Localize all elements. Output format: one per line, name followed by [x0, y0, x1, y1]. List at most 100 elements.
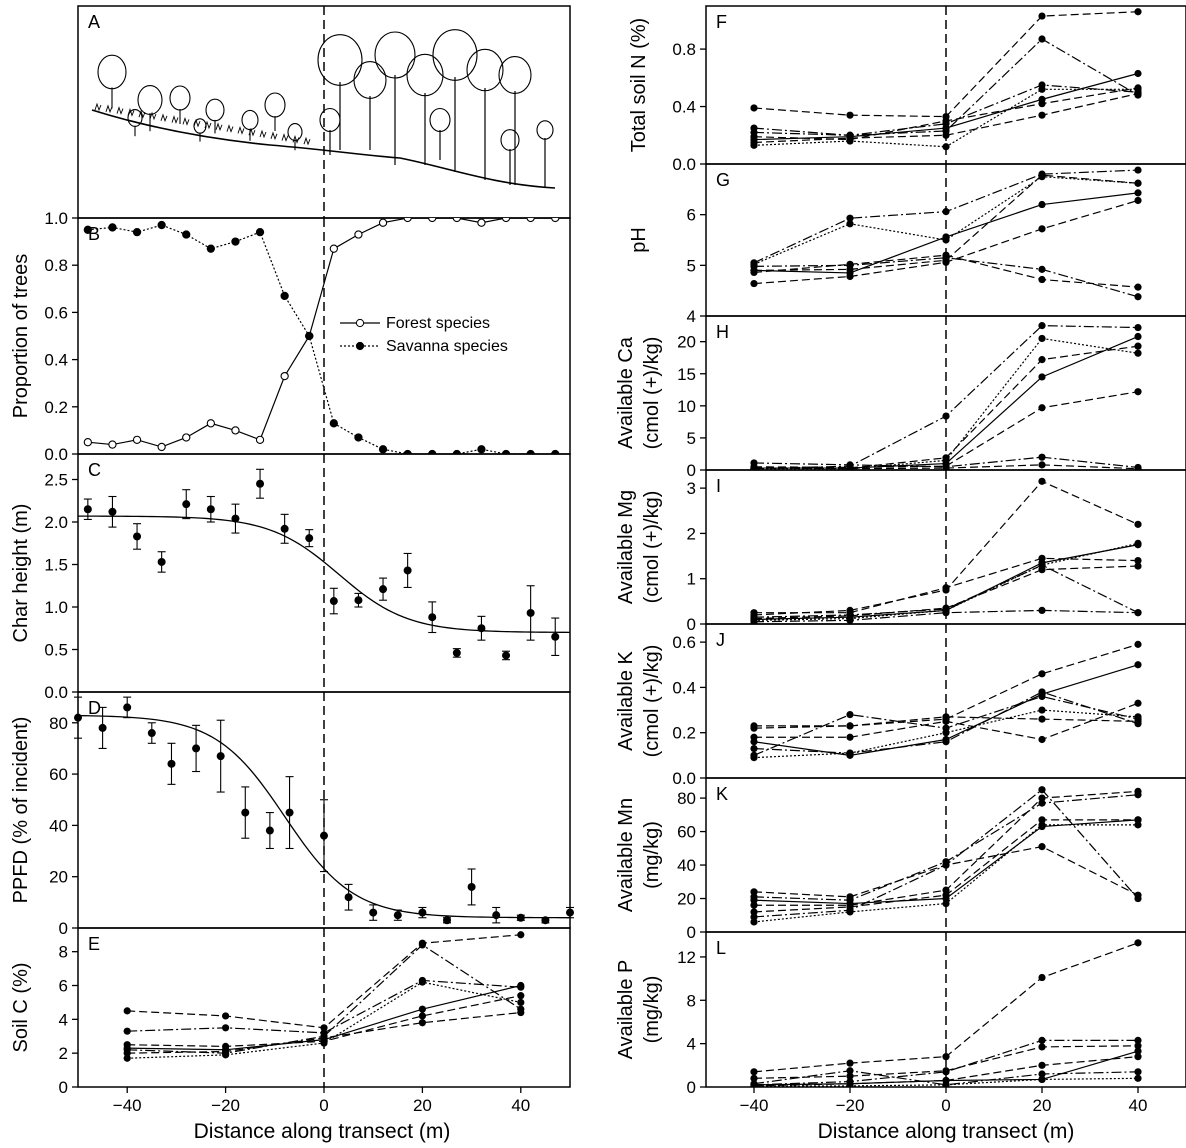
data-point — [123, 1041, 131, 1049]
panel-H-ytick-label: 20 — [677, 333, 696, 352]
panel-K-ytick-label: 0 — [687, 923, 696, 942]
data-point — [942, 236, 950, 244]
data-point — [942, 1053, 950, 1061]
data-point — [265, 826, 274, 835]
data-point — [1038, 453, 1046, 461]
data-point — [1038, 1061, 1046, 1069]
data-point — [566, 908, 574, 917]
panel-K-ytick-label: 20 — [677, 890, 696, 909]
data-point — [1134, 1042, 1142, 1050]
data-point — [98, 723, 107, 732]
data-point — [1134, 1036, 1142, 1044]
data-point — [1038, 821, 1046, 829]
data-point — [329, 244, 338, 253]
data-point — [526, 218, 535, 223]
panel-H-ylabel: (cmol (+)/kg) — [641, 337, 663, 450]
data-point — [942, 454, 950, 462]
data-point — [443, 916, 451, 925]
grass-tuft — [270, 131, 278, 141]
panel-K-ylabel: (mg/kg) — [641, 821, 663, 889]
data-point — [123, 1049, 131, 1057]
data-point — [942, 143, 950, 151]
grass-tuft — [193, 118, 201, 128]
data-point — [428, 218, 437, 223]
data-point — [1134, 539, 1142, 547]
data-point — [255, 228, 265, 237]
panel-I-ytick-label: 0 — [687, 615, 696, 634]
data-point — [750, 268, 758, 277]
grass-tuft — [292, 134, 300, 144]
data-point — [846, 135, 854, 144]
data-point — [1134, 821, 1142, 829]
data-point — [1134, 562, 1142, 570]
panel-C-ytick-label: 0.5 — [44, 641, 68, 660]
data-point — [750, 901, 758, 909]
data-point — [1134, 323, 1142, 332]
panel-label-A: A — [88, 12, 100, 32]
data-point — [182, 433, 191, 442]
panel-C-ytick-label: 2.5 — [44, 471, 68, 490]
data-point — [846, 465, 854, 470]
legend-swatch-marker — [355, 341, 365, 351]
data-point — [750, 918, 758, 926]
data-point — [1038, 606, 1046, 615]
panel-K-ylabel: Available Mn — [615, 798, 637, 912]
panel-B-ytick-label: 0.4 — [44, 351, 68, 370]
data-point — [942, 899, 950, 908]
data-point — [467, 882, 476, 891]
data-point — [846, 260, 854, 268]
panel-F-ylabel: Total soil N (%) — [628, 18, 650, 152]
panel-E-xtick-label: −40 — [113, 1096, 142, 1115]
panel-J-ytick-label: 0.2 — [672, 724, 696, 743]
panel-D-plot — [74, 696, 574, 925]
panel-E-ytick-label: 0 — [59, 1078, 68, 1097]
data-point — [1038, 225, 1046, 233]
panel-D-ytick-label: 60 — [49, 765, 68, 784]
data-point — [846, 1080, 854, 1087]
legend-swatch-marker — [355, 318, 365, 328]
data-point — [192, 744, 201, 753]
panel-F-ytick-label: 0.0 — [672, 155, 696, 174]
data-point — [1038, 100, 1046, 108]
panel-E-ytick-label: 2 — [59, 1044, 68, 1063]
data-point — [393, 911, 402, 920]
data-point — [1134, 349, 1142, 357]
fit-curve — [77, 515, 571, 634]
series-line — [753, 1039, 1138, 1086]
data-point — [329, 419, 338, 428]
data-point — [123, 1054, 131, 1062]
panel-A-illustration — [91, 29, 556, 189]
data-point — [222, 1012, 230, 1020]
forest-tree-crown — [536, 120, 554, 140]
data-point — [83, 225, 92, 234]
data-point — [1038, 111, 1046, 119]
panel-G-ytick-label: 6 — [687, 206, 696, 225]
data-point — [206, 505, 215, 514]
data-point — [320, 1024, 328, 1032]
savanna-tree-crown — [287, 123, 303, 141]
panel-I-ytick-label: 3 — [687, 479, 696, 498]
data-point — [942, 584, 950, 592]
data-point — [502, 651, 511, 660]
data-point — [750, 1074, 758, 1082]
panel-L-xtick-label: −20 — [836, 1096, 865, 1115]
data-point — [206, 419, 215, 428]
data-point — [1038, 171, 1046, 179]
panel-E-xtick-label: 0 — [319, 1096, 328, 1115]
data-point — [846, 903, 854, 911]
data-point — [1038, 688, 1046, 696]
panel-H-ytick-label: 15 — [677, 365, 696, 384]
data-point — [501, 218, 511, 223]
panel-H-ytick-label: 5 — [687, 429, 696, 448]
data-point — [846, 214, 854, 222]
data-point — [418, 941, 426, 949]
data-point — [231, 237, 240, 246]
data-point — [750, 279, 758, 288]
data-point — [750, 138, 758, 147]
data-point — [403, 566, 412, 575]
data-point — [516, 913, 525, 922]
data-point — [1134, 179, 1142, 187]
data-point — [1038, 356, 1046, 364]
data-point — [305, 331, 314, 341]
